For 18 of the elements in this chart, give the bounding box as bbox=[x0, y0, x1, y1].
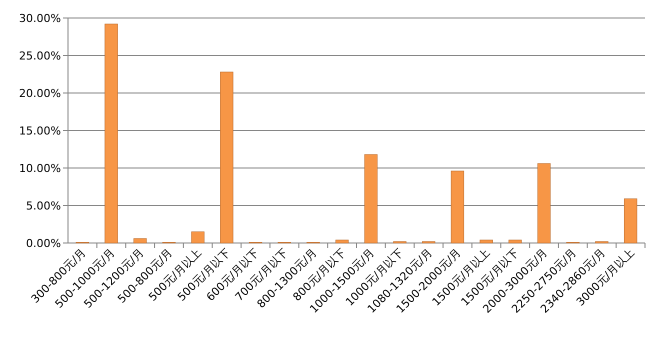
bar bbox=[104, 24, 118, 244]
y-tick-label: 20.00% bbox=[19, 87, 61, 100]
y-tick-label: 0.00% bbox=[26, 237, 61, 250]
bar bbox=[537, 163, 551, 244]
bar bbox=[191, 232, 204, 244]
y-tick-label: 30.00% bbox=[19, 12, 61, 25]
y-tick-label: 15.00% bbox=[19, 124, 61, 138]
bar bbox=[335, 240, 349, 244]
bar bbox=[364, 154, 378, 244]
bar bbox=[624, 198, 638, 244]
bar bbox=[480, 240, 493, 244]
bar bbox=[220, 72, 234, 244]
bar bbox=[450, 170, 464, 244]
y-tick-label: 25.00% bbox=[19, 50, 61, 62]
bar bbox=[508, 240, 522, 244]
bar bbox=[134, 238, 147, 244]
y-tick-label: 10.00% bbox=[19, 162, 61, 175]
y-tick-label: 5.00% bbox=[26, 200, 61, 212]
